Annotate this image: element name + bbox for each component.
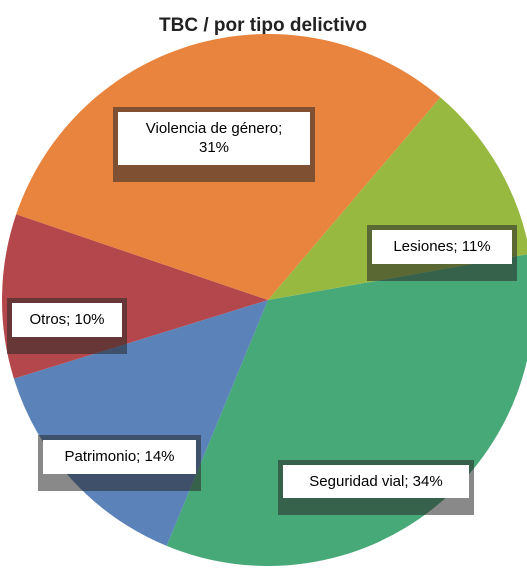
- data-label: Seguridad vial; 34%: [283, 465, 469, 498]
- chart-title: TBC / por tipo delictivo: [159, 15, 367, 36]
- data-label: Otros; 10%: [12, 303, 122, 337]
- data-label: Lesiones; 11%: [372, 230, 512, 264]
- data-label: Violencia de género; 31%: [118, 112, 310, 165]
- data-label: Patrimonio; 14%: [43, 440, 196, 474]
